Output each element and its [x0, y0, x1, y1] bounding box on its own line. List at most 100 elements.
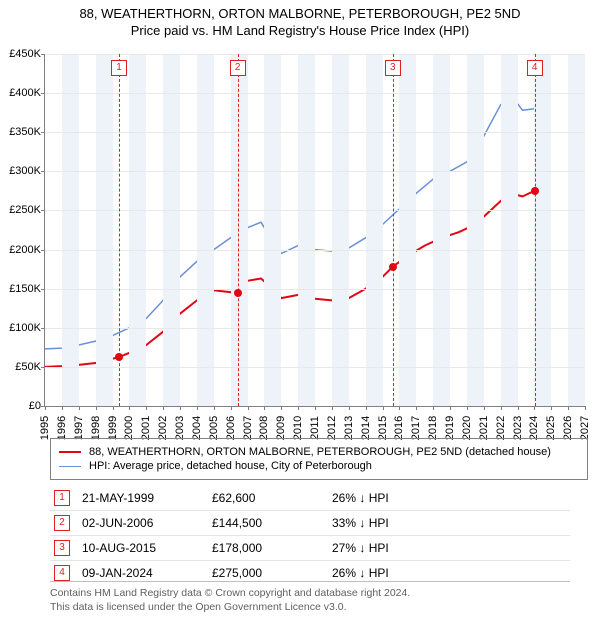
sales-row: 310-AUG-2015£178,00027% ↓ HPI	[50, 536, 570, 561]
y-tick-label: £400K	[1, 87, 41, 99]
y-tick	[41, 171, 45, 172]
legend-item: 88, WEATHERTHORN, ORTON MALBORNE, PETERB…	[59, 446, 579, 458]
y-tick-label: £0	[1, 400, 41, 412]
x-tick-label: 2006	[225, 416, 237, 440]
footer-line-1: Contains HM Land Registry data © Crown c…	[50, 586, 570, 600]
x-tick	[366, 406, 367, 410]
sale-marker-box: 4	[527, 60, 543, 76]
x-tick	[349, 406, 350, 410]
x-band	[129, 54, 146, 406]
x-tick	[585, 406, 586, 410]
x-tick-label: 1996	[56, 416, 68, 440]
x-band	[264, 54, 281, 406]
sales-row: 121-MAY-1999£62,60026% ↓ HPI	[50, 486, 570, 511]
chart-plot-area: 1995199619971998199920002001200220032004…	[44, 54, 585, 407]
sales-row-delta: 26% ↓ HPI	[332, 566, 570, 580]
x-tick	[248, 406, 249, 410]
x-tick	[214, 406, 215, 410]
x-band	[96, 54, 113, 406]
sale-marker-box: 1	[111, 60, 127, 76]
x-tick	[332, 406, 333, 410]
sale-marker-dot	[234, 289, 242, 297]
sales-row-date: 21-MAY-1999	[82, 491, 212, 505]
sales-row-delta: 33% ↓ HPI	[332, 516, 570, 530]
x-band	[163, 54, 180, 406]
sale-marker-dot	[531, 187, 539, 195]
y-gridline	[45, 93, 585, 94]
x-tick-label: 2019	[444, 416, 456, 440]
x-tick-label: 2012	[326, 416, 338, 440]
down-arrow-icon: ↓	[359, 541, 365, 555]
x-tick	[399, 406, 400, 410]
sales-row-delta: 26% ↓ HPI	[332, 491, 570, 505]
x-tick-label: 1998	[90, 416, 102, 440]
sales-row-price: £144,500	[212, 516, 332, 530]
x-tick	[551, 406, 552, 410]
y-gridline	[45, 171, 585, 172]
x-band	[467, 54, 484, 406]
sales-row-number-box: 4	[54, 565, 70, 581]
x-tick-label: 2007	[242, 416, 254, 440]
x-tick-label: 2017	[410, 416, 422, 440]
sale-marker-line	[393, 54, 394, 406]
x-tick	[45, 406, 46, 410]
x-tick	[264, 406, 265, 410]
y-gridline	[45, 132, 585, 133]
sales-row-date: 09-JAN-2024	[82, 566, 212, 580]
y-tick-label: £250K	[1, 204, 41, 216]
x-tick	[146, 406, 147, 410]
x-tick	[518, 406, 519, 410]
y-tick	[41, 93, 45, 94]
x-band	[366, 54, 383, 406]
footer-attribution: Contains HM Land Registry data © Crown c…	[50, 581, 570, 614]
down-arrow-icon: ↓	[359, 516, 365, 530]
x-tick-label: 2015	[377, 416, 389, 440]
y-tick-label: £450K	[1, 48, 41, 60]
x-band	[298, 54, 315, 406]
x-tick-label: 2021	[478, 416, 490, 440]
y-tick	[41, 210, 45, 211]
sales-row-price: £178,000	[212, 541, 332, 555]
sales-row-delta: 27% ↓ HPI	[332, 541, 570, 555]
x-tick	[62, 406, 63, 410]
x-tick-label: 2004	[191, 416, 203, 440]
title-line-1: 88, WEATHERTHORN, ORTON MALBORNE, PETERB…	[0, 6, 600, 21]
x-band	[433, 54, 450, 406]
x-tick-label: 2025	[545, 416, 557, 440]
x-tick	[383, 406, 384, 410]
footer-line-2: This data is licensed under the Open Gov…	[50, 600, 570, 614]
x-band	[231, 54, 248, 406]
y-gridline	[45, 250, 585, 251]
x-tick-label: 2000	[123, 416, 135, 440]
y-tick	[41, 289, 45, 290]
x-band	[62, 54, 79, 406]
sale-marker-box: 2	[230, 60, 246, 76]
x-tick-label: 2027	[579, 416, 591, 440]
y-tick	[41, 250, 45, 251]
sales-table: 121-MAY-1999£62,60026% ↓ HPI202-JUN-2006…	[50, 486, 570, 585]
x-tick	[416, 406, 417, 410]
sale-marker-dot	[115, 353, 123, 361]
y-tick	[41, 367, 45, 368]
x-tick	[163, 406, 164, 410]
y-tick-label: £100K	[1, 322, 41, 334]
y-gridline	[45, 54, 585, 55]
x-tick	[467, 406, 468, 410]
x-tick-label: 2022	[495, 416, 507, 440]
sale-marker-line	[238, 54, 239, 406]
y-tick-label: £300K	[1, 165, 41, 177]
y-tick-label: £150K	[1, 283, 41, 295]
legend-item: HPI: Average price, detached house, City…	[59, 460, 579, 472]
sale-marker-line	[535, 54, 536, 406]
x-band	[534, 54, 551, 406]
x-tick	[534, 406, 535, 410]
x-tick	[113, 406, 114, 410]
y-tick	[41, 406, 45, 407]
x-tick-label: 2005	[208, 416, 220, 440]
x-band	[197, 54, 214, 406]
title-line-2: Price paid vs. HM Land Registry's House …	[0, 23, 600, 38]
x-tick-label: 1995	[39, 416, 51, 440]
x-tick-label: 2011	[309, 416, 321, 440]
x-tick	[450, 406, 451, 410]
x-tick-label: 2010	[292, 416, 304, 440]
